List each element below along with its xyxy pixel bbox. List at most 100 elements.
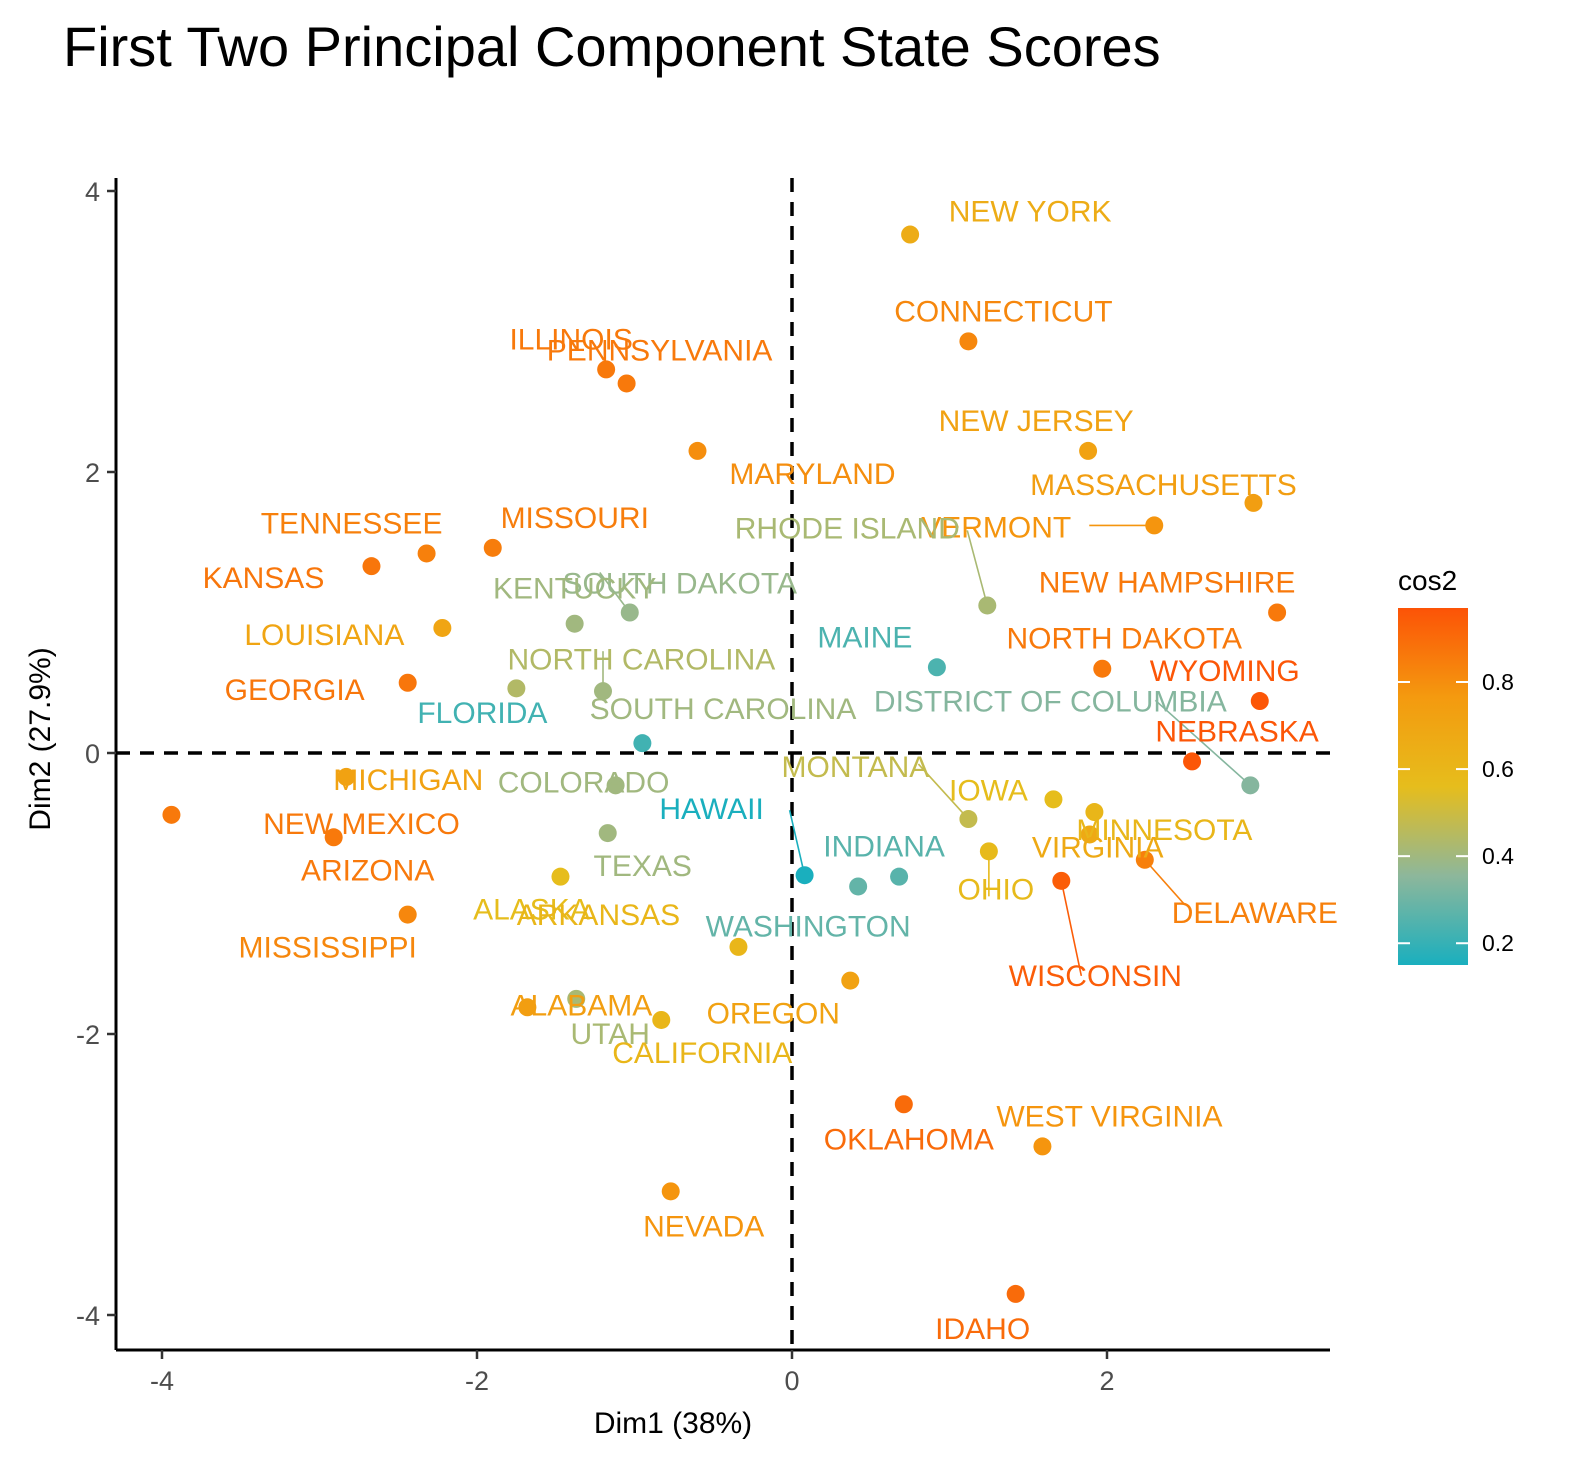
- point-label: GEORGIA: [225, 674, 365, 707]
- point-label: MISSISSIPPI: [239, 932, 417, 965]
- point-label: MASSACHUSETTS: [1030, 469, 1297, 502]
- data-point: [849, 877, 868, 896]
- point-label: VERMONT: [921, 511, 1071, 544]
- data-point: [1079, 441, 1098, 460]
- point-label: KENTUCKY: [493, 573, 656, 606]
- data-point: [567, 989, 586, 1008]
- point-label: ALASKA: [473, 894, 590, 927]
- point-label: IOWA: [949, 774, 1028, 807]
- label-leader-line: [788, 810, 806, 876]
- data-point: [597, 360, 616, 379]
- x-tick-label: -4: [150, 1366, 174, 1396]
- data-point: [324, 828, 343, 847]
- label-leader-line: [1154, 699, 1251, 786]
- data-point: [1244, 493, 1263, 512]
- data-point: [1006, 1284, 1025, 1303]
- point-label: OHIO: [958, 873, 1035, 906]
- x-axis-title: Dim1 (38%): [594, 1407, 752, 1440]
- point-label: TEXAS: [594, 850, 692, 883]
- point-label: MONTANA: [782, 751, 930, 784]
- data-point: [362, 557, 381, 576]
- point-label: MARYLAND: [729, 458, 895, 491]
- point-label: IDAHO: [935, 1313, 1030, 1346]
- data-point: [978, 596, 997, 615]
- data-point: [162, 805, 181, 824]
- legend-tick-label: 0.8: [1482, 669, 1514, 695]
- point-label: COLORADO: [498, 766, 670, 799]
- data-point: [483, 538, 502, 557]
- data-point: [598, 824, 617, 843]
- point-label: ARKANSAS: [517, 899, 680, 932]
- data-point: [959, 810, 978, 829]
- y-tick-label: 0: [85, 739, 100, 769]
- data-point: [1241, 776, 1260, 795]
- point-label: MINNESOTA: [1076, 814, 1252, 847]
- data-point: [927, 658, 946, 677]
- data-point: [1085, 803, 1104, 822]
- point-label: ALABAMA: [511, 989, 653, 1022]
- point-label: OKLAHOMA: [824, 1123, 994, 1156]
- data-point: [417, 544, 436, 563]
- point-label: MICHIGAN: [333, 764, 483, 797]
- point-label: SOUTH DAKOTA: [563, 568, 797, 601]
- legend-color-bar: [1398, 608, 1468, 965]
- data-point: [518, 998, 537, 1017]
- y-tick-label: 4: [85, 177, 100, 207]
- data-point: [1044, 790, 1063, 809]
- point-label: WYOMING: [1150, 655, 1300, 688]
- data-point: [398, 673, 417, 692]
- data-point: [565, 614, 584, 633]
- data-points: [162, 225, 1287, 1303]
- data-point: [633, 734, 652, 753]
- data-point: [1052, 871, 1071, 890]
- data-point: [1183, 752, 1202, 771]
- data-point: [795, 866, 814, 885]
- reference-lines: [116, 178, 1330, 1350]
- data-point: [433, 618, 452, 637]
- point-label: DISTRICT OF COLUMBIA: [874, 685, 1227, 718]
- x-tick-label: 2: [1099, 1366, 1114, 1396]
- point-label: NEW JERSEY: [939, 405, 1134, 438]
- y-tick-label: 2: [85, 458, 100, 488]
- data-point: [337, 767, 356, 786]
- point-label: ILLINOIS: [509, 323, 632, 356]
- point-label: FLORIDA: [417, 697, 547, 730]
- y-tick-label: -4: [76, 1301, 100, 1331]
- point-label: SOUTH CAROLINA: [590, 693, 857, 726]
- chart-title: First Two Principal Component State Scor…: [63, 15, 1161, 78]
- point-label: NORTH CAROLINA: [507, 643, 775, 676]
- cos2-legend: cos2 0.2 0.4 0.6 0.8: [1398, 565, 1514, 965]
- label-leader-line: [917, 763, 969, 820]
- point-label: HAWAII: [659, 793, 763, 826]
- point-label: RHODE ISLAND: [735, 512, 960, 545]
- point-label: CALIFORNIA: [612, 1037, 792, 1070]
- point-label: OREGON: [707, 998, 840, 1031]
- point-label: MAINE: [817, 621, 912, 654]
- data-point: [1250, 692, 1269, 711]
- label-leader-lines: [599, 524, 1251, 977]
- legend-tick-label: 0.2: [1482, 930, 1514, 956]
- point-label: UTAH: [570, 1018, 649, 1051]
- data-point: [652, 1010, 671, 1029]
- point-label: VIRGINIA: [1032, 831, 1164, 864]
- data-point: [606, 776, 625, 795]
- data-point: [551, 867, 570, 886]
- data-point: [398, 905, 417, 924]
- label-leader-line: [1144, 859, 1186, 906]
- point-label: TENNESSEE: [261, 507, 443, 540]
- label-leader-line: [966, 530, 989, 606]
- legend-title: cos2: [1398, 565, 1457, 596]
- point-label: NEW MEXICO: [263, 808, 460, 841]
- point-label: CONNECTICUT: [894, 295, 1112, 328]
- point-label: KANSAS: [203, 562, 325, 595]
- y-tick-label: -2: [76, 1020, 100, 1050]
- point-label: NEVADA: [643, 1210, 764, 1243]
- y-axis-title: Dim2 (27.9%): [24, 647, 57, 830]
- data-point: [729, 937, 748, 956]
- point-label: WEST VIRGINIA: [996, 1100, 1222, 1133]
- data-point: [1093, 659, 1112, 678]
- point-label: ARIZONA: [301, 854, 434, 887]
- data-point: [620, 603, 639, 622]
